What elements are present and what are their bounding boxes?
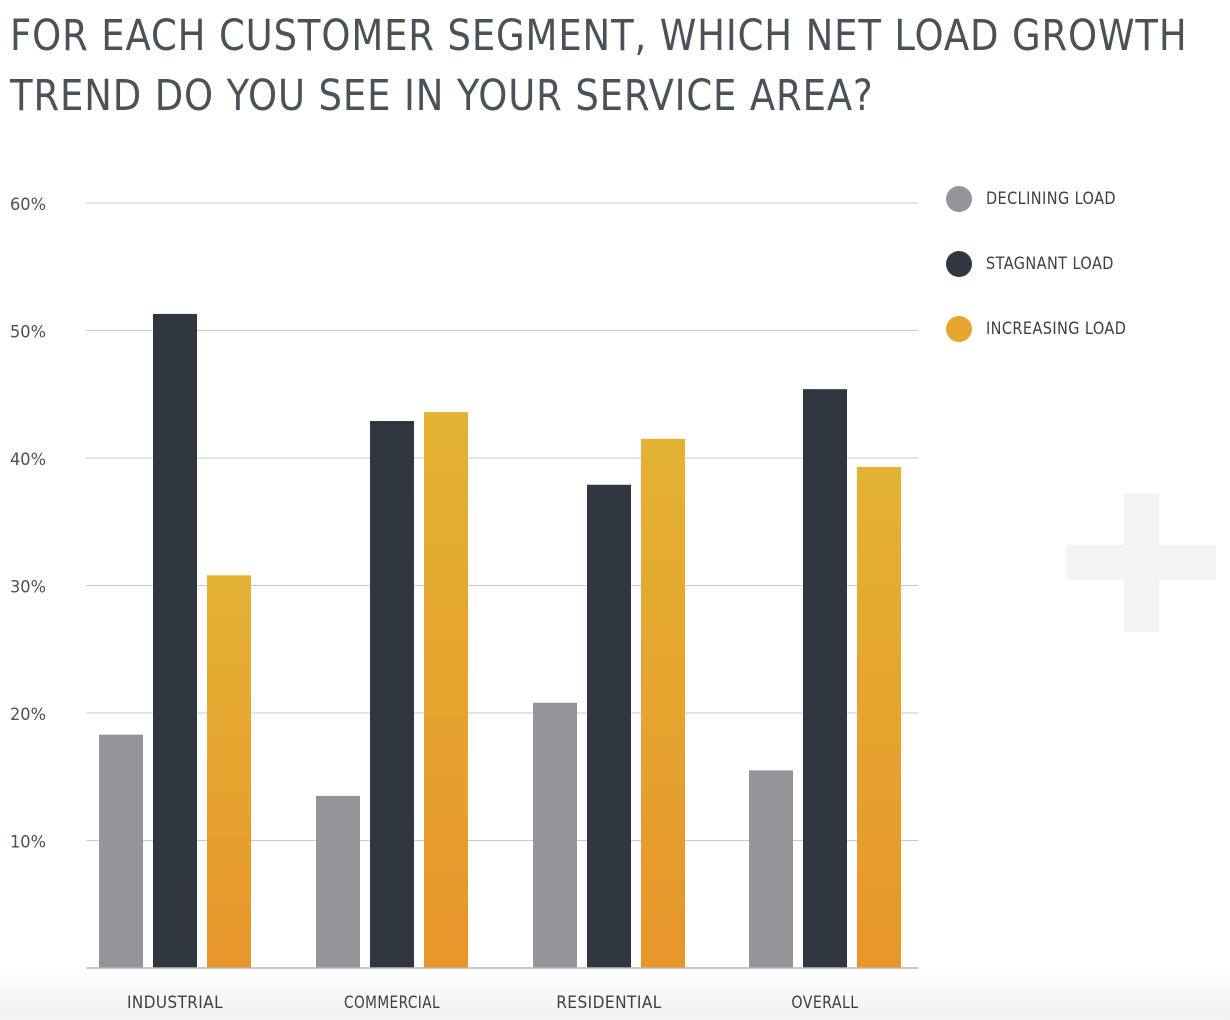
bar-industrial-stagnant: [153, 313, 197, 968]
legend: DECLINING LOAD STAGNANT LOAD INCREASING …: [946, 184, 1151, 379]
legend-dot-declining-icon: [946, 186, 972, 212]
y-tick-label-20: 20%: [10, 705, 46, 725]
legend-label-stagnant: STAGNANT LOAD: [986, 254, 1114, 274]
chart-title-line-1: FOR EACH CUSTOMER SEGMENT, WHICH NET LOA…: [10, 11, 1188, 61]
x-tick-label-industrial: INDUSTRIAL: [127, 993, 223, 1013]
legend-label-declining: DECLINING LOAD: [986, 189, 1116, 209]
x-axis-labels: INDUSTRIAL COMMERCIAL RESIDENTIAL OVERALL: [127, 993, 858, 1013]
y-tick-label-60: 60%: [10, 195, 46, 215]
chart-title-line-2: TREND DO YOU SEE IN YOUR SERVICE AREA?: [10, 71, 874, 121]
x-tick-label-overall: OVERALL: [791, 993, 858, 1013]
y-axis-ticks: 10% 20% 30% 40% 50% 60%: [10, 195, 46, 853]
bars: [99, 313, 901, 969]
bar-overall-stagnant: [803, 389, 847, 968]
bar-commercial-declining: [316, 795, 360, 968]
bar-industrial-increasing: [207, 575, 251, 968]
legend-item-declining: DECLINING LOAD: [946, 184, 1151, 214]
x-tick-label-residential: RESIDENTIAL: [556, 993, 662, 1013]
legend-dot-increasing-icon: [946, 316, 972, 342]
legend-label-increasing: INCREASING LOAD: [986, 319, 1127, 339]
bar-residential-stagnant: [587, 484, 631, 968]
bar-overall-declining: [749, 770, 793, 968]
legend-dot-stagnant-icon: [946, 251, 972, 277]
bottom-fade-band: [0, 968, 1230, 1020]
bar-commercial-increasing: [424, 412, 468, 969]
y-tick-label-50: 50%: [10, 323, 46, 343]
y-tick-label-40: 40%: [10, 450, 46, 470]
bar-overall-increasing: [857, 466, 901, 968]
bar-industrial-declining: [99, 734, 143, 968]
legend-item-stagnant: STAGNANT LOAD: [946, 249, 1151, 279]
y-tick-label-10: 10%: [10, 833, 46, 853]
y-tick-label-30: 30%: [10, 578, 46, 598]
x-tick-label-commercial: COMMERCIAL: [344, 993, 440, 1013]
chart-title: FOR EACH CUSTOMER SEGMENT, WHICH NET LOA…: [10, 6, 1188, 126]
bar-residential-declining: [533, 702, 577, 968]
legend-item-increasing: INCREASING LOAD: [946, 314, 1151, 344]
bar-residential-increasing: [641, 438, 685, 968]
bar-commercial-stagnant: [370, 421, 414, 968]
